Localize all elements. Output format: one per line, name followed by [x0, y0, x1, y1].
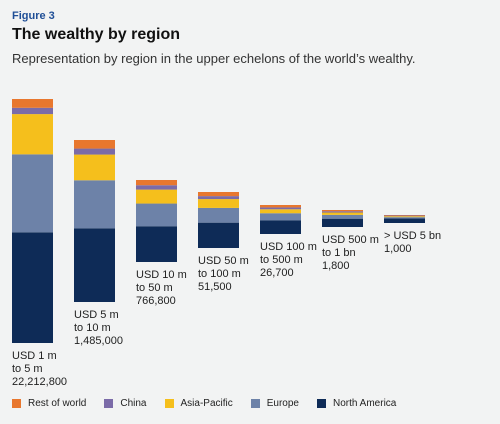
- legend-label: Europe: [266, 398, 299, 409]
- legend-item-rest-of-world: Rest of world: [12, 398, 86, 409]
- bar-segment-north-america: [136, 226, 177, 262]
- legend-swatch: [164, 399, 174, 408]
- chart-title: The wealthy by region: [12, 26, 181, 43]
- bar-segment-asia-pacific: [322, 212, 363, 215]
- legend-label: China: [120, 398, 147, 409]
- bar-segment-rest-of-world: [12, 99, 53, 108]
- bar-segment-asia-pacific: [384, 216, 425, 218]
- bar-segment-china: [384, 215, 425, 217]
- bar-segment-europe: [260, 213, 301, 221]
- bar-segment-europe: [12, 154, 53, 233]
- bar-segment-europe: [384, 217, 425, 219]
- bar-segment-europe: [322, 214, 363, 219]
- chart-legend: Rest of world China Asia-Pacific Europe …: [12, 398, 414, 409]
- bar-segment-rest-of-world: [198, 192, 239, 197]
- category-label: > USD 5 bn 1,000: [384, 230, 441, 255]
- legend-swatch: [104, 399, 114, 408]
- legend-label: Asia-Pacific: [180, 398, 233, 409]
- bar-segment-north-america: [198, 222, 239, 248]
- bar-segment-north-america: [260, 220, 301, 234]
- bar-segment-asia-pacific: [12, 114, 53, 155]
- legend-item-europe: Europe: [250, 398, 299, 409]
- bar-segment-china: [260, 207, 301, 210]
- legend-label: North America: [333, 398, 397, 409]
- bar-segment-north-america: [12, 232, 53, 343]
- chart-subtitle: Representation by region in the upper ec…: [12, 51, 416, 66]
- bar-segment-rest-of-world: [74, 140, 115, 149]
- bar-segment-north-america: [384, 218, 425, 223]
- category-label: USD 10 m to 50 m 766,800: [136, 269, 187, 307]
- category-label: USD 5 m to 10 m 1,485,000: [74, 309, 123, 347]
- category-label: USD 50 m to 100 m 51,500: [198, 255, 249, 293]
- bar-segment-asia-pacific: [260, 209, 301, 214]
- legend-item-north-america: North America: [317, 398, 396, 409]
- bar-segment-asia-pacific: [74, 154, 115, 181]
- bar-segment-asia-pacific: [136, 189, 177, 204]
- bar-segment-europe: [136, 203, 177, 227]
- figure-label: Figure 3: [12, 10, 55, 22]
- bar-segment-europe: [198, 207, 239, 223]
- legend-swatch: [12, 399, 21, 408]
- legend-swatch: [250, 399, 260, 408]
- bar-segment-rest-of-world: [136, 180, 177, 186]
- bar-segment-europe: [74, 180, 115, 229]
- bar-segment-china: [198, 196, 239, 200]
- bar-segment-china: [74, 148, 115, 155]
- bar-segment-asia-pacific: [198, 199, 239, 208]
- category-label: USD 500 m to 1 bn 1,800: [322, 234, 379, 272]
- bar-segment-north-america: [74, 228, 115, 302]
- bar-segment-china: [322, 211, 363, 213]
- legend-item-asia-pacific: Asia-Pacific: [164, 398, 233, 409]
- bar-segment-china: [12, 107, 53, 115]
- legend-item-china: China: [104, 398, 147, 409]
- bar-segment-china: [136, 185, 177, 190]
- bar-segment-rest-of-world: [260, 205, 301, 208]
- legend-swatch: [317, 399, 326, 408]
- category-label: USD 1 m to 5 m 22,212,800: [12, 350, 67, 388]
- category-label: USD 100 m to 500 m 26,700: [260, 241, 317, 279]
- bar-segment-north-america: [322, 218, 363, 227]
- bar-segment-rest-of-world: [322, 210, 363, 212]
- bar-segment-rest-of-world: [384, 215, 425, 216]
- legend-label: Rest of world: [28, 398, 87, 409]
